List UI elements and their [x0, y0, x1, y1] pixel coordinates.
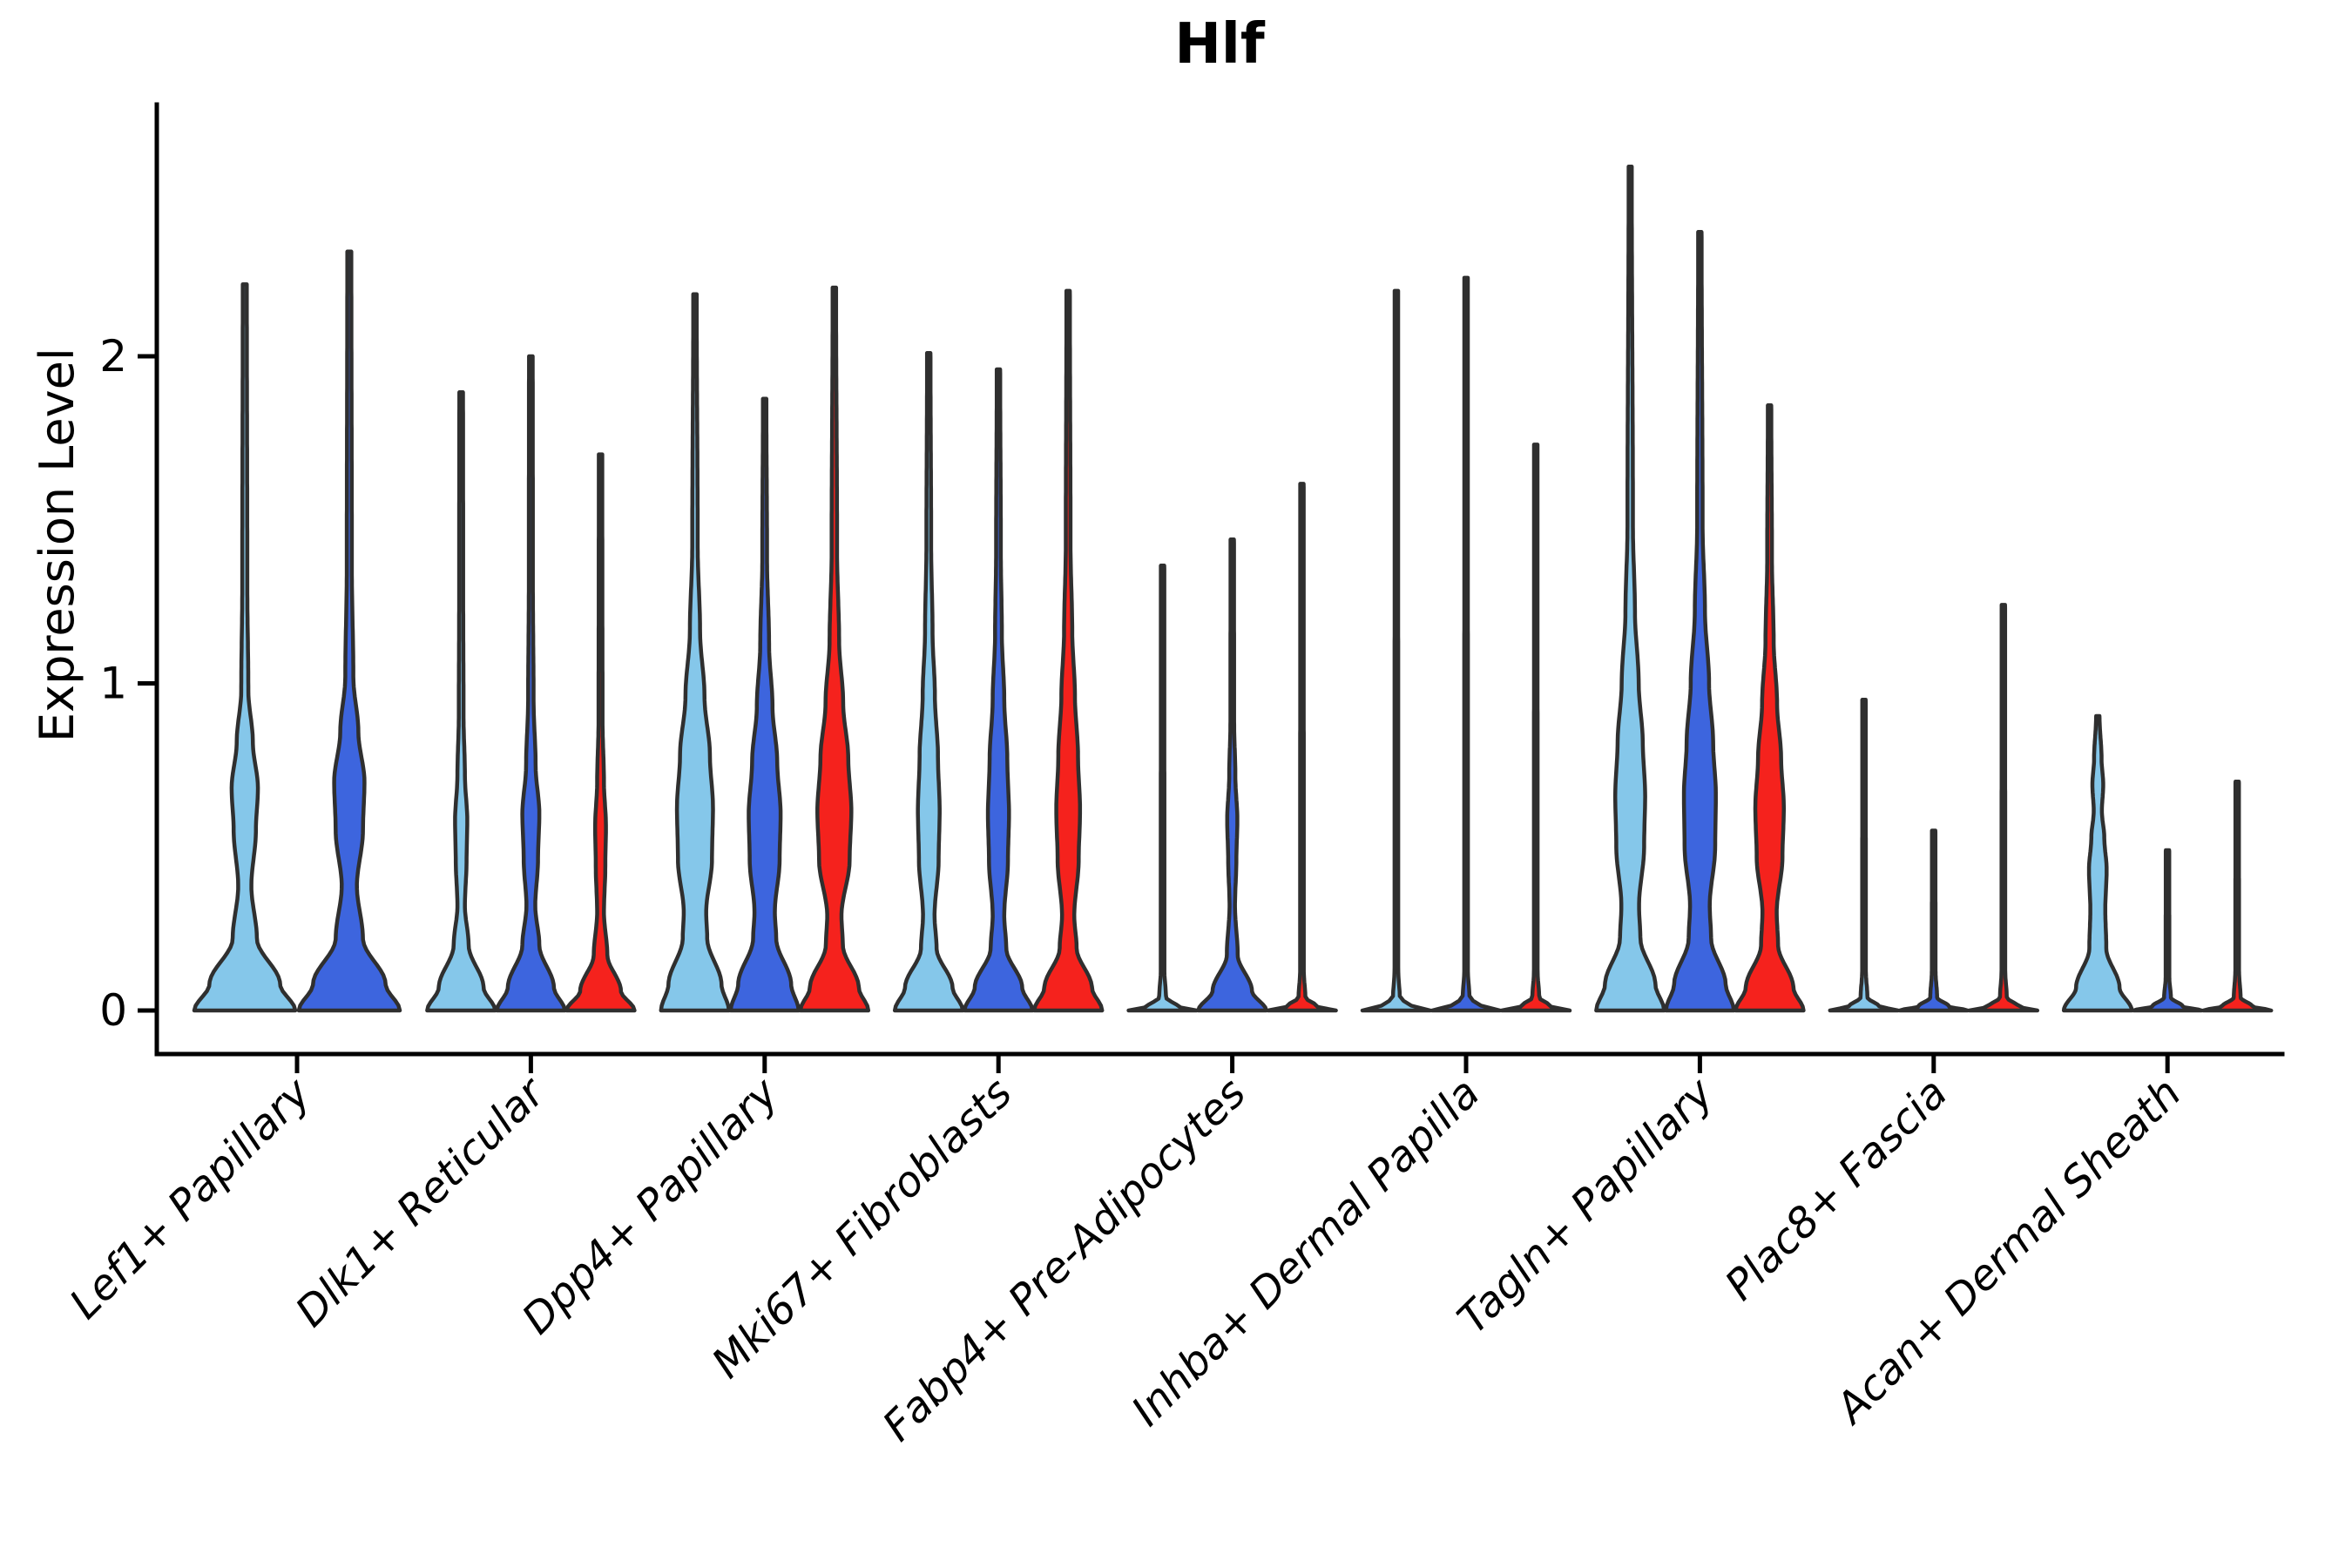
violin-3-3 — [798, 285, 871, 1013]
violin-3-2 — [728, 396, 801, 1013]
y-tick-label: 0 — [99, 985, 127, 1036]
violin-4-1 — [892, 350, 965, 1013]
y-tick-label: 2 — [99, 331, 127, 382]
y-tick-label: 1 — [99, 659, 127, 709]
violin-7-2 — [1664, 230, 1736, 1013]
violin-1-2 — [296, 249, 402, 1013]
x-tick-label: Plac8+ Fascia — [1716, 1069, 1957, 1310]
x-tick-label: Lef1+ Papillary — [60, 1068, 321, 1328]
violin-6-1 — [1360, 288, 1433, 1013]
violin-2-2 — [495, 354, 567, 1013]
violin-4-2 — [962, 367, 1035, 1013]
axes-spines — [154, 102, 2285, 1057]
violin-8-2 — [1897, 828, 1970, 1013]
violin-4-3 — [1031, 288, 1105, 1013]
violin-2-3 — [564, 452, 637, 1013]
violin-6-2 — [1429, 275, 1503, 1013]
chart-title: Hlf — [1174, 12, 1265, 77]
x-tick-label: Dlk1+ Reticular — [287, 1067, 557, 1337]
violin-7-1 — [1594, 164, 1666, 1013]
violin-2-1 — [425, 390, 497, 1013]
violin-9-3 — [2200, 779, 2274, 1013]
violin-9-2 — [2131, 848, 2204, 1013]
violin-8-3 — [1967, 603, 2040, 1013]
violin-5-2 — [1196, 537, 1268, 1013]
violin-5-1 — [1126, 564, 1199, 1013]
x-tick-label: Dpp4+ Papillary — [513, 1068, 788, 1343]
violin-9-1 — [2061, 713, 2134, 1013]
violin-5-3 — [1266, 482, 1338, 1013]
violin-6-3 — [1499, 443, 1572, 1013]
violin-7-3 — [1734, 403, 1806, 1013]
violin-8-1 — [1828, 698, 1901, 1013]
violin-3-1 — [659, 292, 732, 1013]
violin-1-1 — [192, 282, 298, 1013]
x-tick-label: Tagln+ Papillary — [1449, 1068, 1724, 1343]
